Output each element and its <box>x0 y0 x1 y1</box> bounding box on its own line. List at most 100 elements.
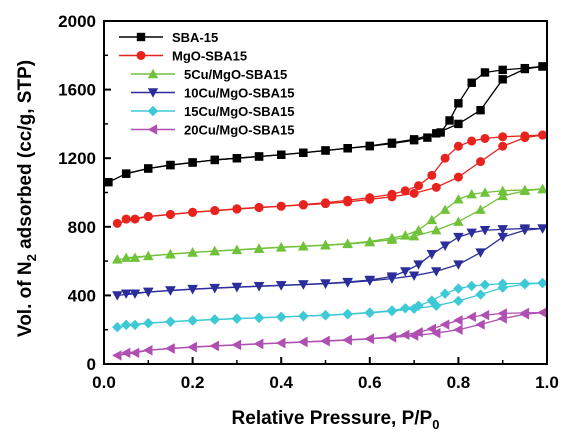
desorption-point <box>165 209 175 219</box>
adsorption-point <box>408 271 420 281</box>
desorption-point <box>120 319 132 331</box>
desorption-point <box>498 65 507 75</box>
desorption-point <box>400 303 411 314</box>
desorption-point <box>400 230 411 240</box>
desorption-point <box>232 204 242 214</box>
desorption-point <box>320 239 331 250</box>
x-tick-label: 0.0 <box>92 373 116 392</box>
desorption-point <box>498 132 508 142</box>
series-1 <box>112 130 548 228</box>
y-axis-title-pre: Vol. of N <box>15 261 36 337</box>
desorption-point <box>520 63 530 73</box>
x-axis-title: Relative Pressure, P/P0 <box>232 408 440 432</box>
desorption-point <box>298 240 309 251</box>
desorption-point <box>231 244 243 254</box>
adsorption-point <box>497 190 508 201</box>
desorption-point <box>343 195 353 205</box>
x-tick-label: 0.4 <box>269 373 293 392</box>
adsorption-point <box>475 319 485 330</box>
adsorption-point <box>453 216 464 226</box>
adsorption-point <box>498 141 508 151</box>
desorption-point <box>187 284 198 295</box>
desorption-point <box>436 128 445 137</box>
desorption-point <box>320 309 331 321</box>
adsorption-point <box>112 291 123 301</box>
desorption-point <box>467 136 477 146</box>
desorption-point <box>453 141 463 151</box>
desorption-line <box>126 188 543 259</box>
desorption-point <box>413 300 424 311</box>
desorption-point <box>321 198 330 208</box>
desorption-point <box>276 201 286 211</box>
series-0 <box>104 62 547 187</box>
desorption-point <box>232 154 242 163</box>
desorption-point <box>342 308 353 320</box>
desorption-point <box>497 185 508 195</box>
legend-swatch-marker <box>147 68 159 79</box>
adsorption-point <box>454 119 463 129</box>
desorption-point <box>497 308 507 319</box>
desorption-point <box>364 236 375 246</box>
desorption-point <box>187 315 198 326</box>
desorption-point <box>386 272 398 282</box>
desorption-point <box>453 194 464 204</box>
desorption-point <box>187 247 198 257</box>
y-tick-label: 400 <box>68 286 96 305</box>
desorption-point <box>479 309 490 321</box>
adsorption-line <box>117 311 543 357</box>
adsorption-point <box>129 347 140 359</box>
desorption-point <box>209 314 220 325</box>
desorption-point <box>479 187 491 197</box>
adsorption-point <box>409 188 419 198</box>
desorption-point <box>210 155 219 165</box>
desorption-point <box>121 214 131 224</box>
desorption-point <box>413 260 424 270</box>
desorption-point <box>188 207 198 217</box>
y-axis-title: Vol. of N2 adsorbed (cc/g, STP) <box>15 60 39 337</box>
desorption-point <box>537 307 547 318</box>
desorption-point <box>277 150 286 159</box>
desorption-point <box>519 278 531 289</box>
desorption-point <box>466 311 476 323</box>
desorption-point <box>409 135 419 145</box>
desorption-point <box>231 339 242 350</box>
desorption-point <box>209 283 220 294</box>
legend-label: 5Cu/MgO-SBA15 <box>184 67 287 82</box>
y-tick-label: 2000 <box>58 12 96 31</box>
desorption-point <box>120 347 131 359</box>
desorption-point <box>166 160 175 170</box>
legend-label: 15Cu/MgO-SBA15 <box>184 104 295 119</box>
desorption-point <box>187 341 197 353</box>
desorption-point <box>520 131 530 141</box>
desorption-point <box>453 232 464 243</box>
desorption-point <box>231 313 243 324</box>
desorption-point <box>387 139 397 148</box>
desorption-point <box>144 164 153 173</box>
desorption-point <box>143 287 154 298</box>
legend-swatch-marker <box>136 32 146 42</box>
adsorption-point <box>476 105 485 115</box>
desorption-point <box>165 343 175 354</box>
desorption-point <box>342 277 353 288</box>
desorption-point <box>387 189 397 199</box>
desorption-point <box>400 267 411 277</box>
desorption-point <box>439 288 451 299</box>
x-axis-title-sub: 0 <box>432 417 439 432</box>
desorption-point <box>426 295 438 306</box>
desorption-point <box>537 183 548 194</box>
adsorption-point <box>453 172 463 182</box>
adsorption-point <box>104 178 113 187</box>
desorption-point <box>120 289 132 299</box>
adsorption-point <box>453 324 463 335</box>
desorption-point <box>497 278 508 289</box>
desorption-point <box>253 338 264 349</box>
desorption-point <box>165 316 176 327</box>
desorption-point <box>466 189 477 199</box>
desorption-point <box>466 228 477 239</box>
desorption-point <box>537 224 548 234</box>
desorption-point <box>342 334 352 346</box>
desorption-point <box>480 68 490 77</box>
x-axis-title-main: Relative Pressure, P/P <box>232 408 433 429</box>
